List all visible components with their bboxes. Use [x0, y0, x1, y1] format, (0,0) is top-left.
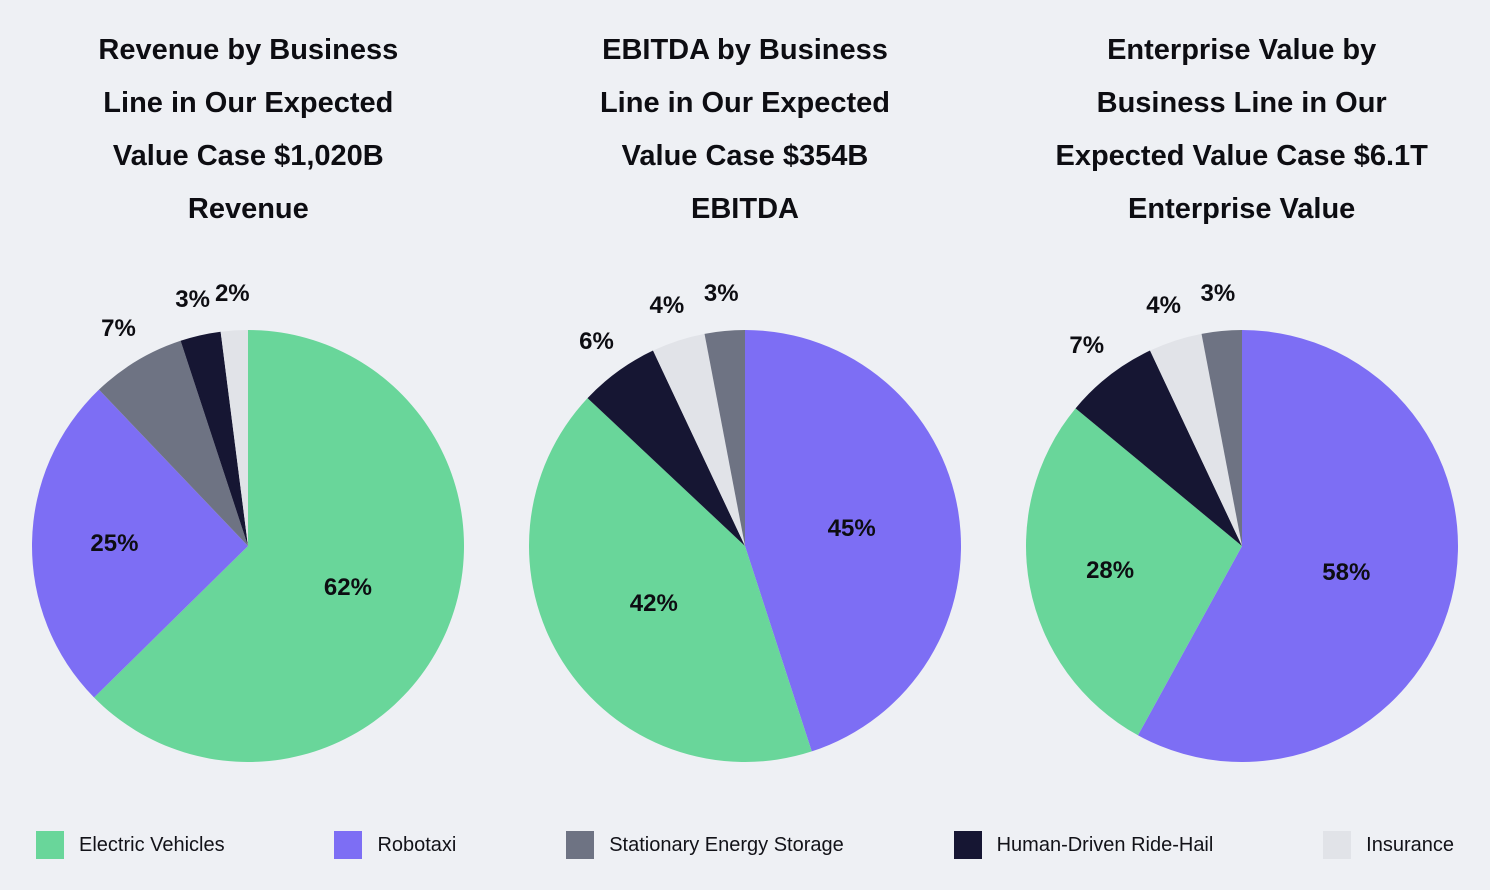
pie-slice-stationary-energy-storage [704, 330, 745, 546]
pie-slice-human-driven-ride-hail [587, 350, 745, 546]
pie-slice-insurance [220, 330, 249, 546]
pie-percent-label-insurance: 4% [649, 291, 685, 319]
revenue-pie-chart: Revenue by Business Line in Our Expected… [0, 0, 497, 790]
enterprise-value-pie-chart: Enterprise Value by Business Line in Our… [993, 0, 1490, 790]
charts-row: Revenue by Business Line in Our Expected… [0, 0, 1490, 790]
valuation-pie-charts-panel: Revenue by Business Line in Our Expected… [0, 0, 1490, 859]
legend-swatch-insurance [1323, 831, 1352, 859]
legend-item-stationary-energy-storage: Stationary Energy Storage [566, 831, 844, 859]
legend-item-insurance: Insurance [1323, 831, 1454, 859]
legend-swatch-stationary-energy-storage [566, 831, 595, 859]
legend-label: Insurance [1366, 833, 1454, 856]
pie-slice-human-driven-ride-hail [180, 331, 249, 546]
pie-slice-insurance [653, 333, 745, 546]
pie-slice-electric-vehicles [1025, 408, 1242, 736]
pie-percent-label-insurance: 4% [1146, 291, 1181, 319]
legend-item-human-driven-ride-hail: Human-Driven Ride-Hail [953, 831, 1214, 859]
pie-percent-label-human-driven-ride-hail: 6% [579, 327, 614, 355]
pie-svg [1025, 330, 1458, 762]
pie-percent-label-human-driven-ride-hail: 3% [175, 285, 210, 313]
legend-item-robotaxi: Robotaxi [334, 831, 456, 859]
pie-percent-label-stationary-energy-storage: 3% [703, 280, 739, 308]
pie-percent-label-stationary-energy-storage: 7% [101, 315, 136, 343]
legend-swatch-electric-vehicles [36, 831, 64, 859]
ebitda-pie: 45% 42% 6% 4% 3% [529, 280, 961, 770]
pie-percent-label-robotaxi: 45% [827, 515, 876, 543]
pie-svg [32, 330, 465, 762]
pie-slice-stationary-energy-storage [1201, 330, 1242, 546]
pie-slice-electric-vehicles [529, 398, 812, 762]
pie-slice-insurance [1149, 333, 1242, 546]
pie-percent-label-electric-vehicles: 62% [323, 573, 372, 601]
legend-swatch-human-driven-ride-hail [953, 831, 982, 859]
pie-percent-label-electric-vehicles: 28% [1086, 557, 1135, 585]
pie-slice-human-driven-ride-hail [1075, 350, 1242, 546]
pie-percent-label-robotaxi: 58% [1322, 558, 1371, 586]
ebitda-chart-title: EBITDA by Business Line in Our Expected … [599, 34, 891, 225]
legend-label: Stationary Energy Storage [609, 833, 844, 856]
revenue-chart-title: Revenue by Business Line in Our Expected… [98, 34, 399, 225]
pie-percent-label-robotaxi: 25% [90, 529, 139, 557]
enterprise-value-pie: 58% 28% 7% 4% 3% [1025, 280, 1458, 770]
pie-slice-stationary-energy-storage [99, 340, 249, 546]
pie-percent-label-stationary-energy-storage: 3% [1200, 280, 1236, 308]
ebitda-pie-chart: EBITDA by Business Line in Our Expected … [497, 0, 994, 790]
pie-slice-robotaxi [32, 389, 249, 698]
legend-item-electric-vehicles: Electric Vehicles [36, 831, 225, 859]
pie-percent-label-insurance: 2% [214, 279, 250, 307]
pie-slice-robotaxi [1137, 330, 1458, 762]
revenue-pie: 62% 25% 7% 3% 2% [32, 280, 465, 770]
legend-label: Electric Vehicles [79, 833, 225, 856]
chart-legend: Electric Vehicles Robotaxi Stationary Ener… [36, 831, 1454, 859]
legend-label: Human-Driven Ride-Hail [996, 833, 1214, 856]
enterprise-value-chart-title: Enterprise Value by Business Line in Our… [1055, 34, 1428, 225]
pie-percent-label-electric-vehicles: 42% [629, 589, 678, 617]
legend-label: Robotaxi [377, 833, 457, 856]
legend-swatch-robotaxi [334, 831, 363, 859]
pie-percent-label-human-driven-ride-hail: 7% [1069, 332, 1105, 360]
pie-slice-robotaxi [745, 330, 961, 752]
pie-svg [529, 330, 961, 762]
pie-slice-electric-vehicles [94, 330, 465, 762]
